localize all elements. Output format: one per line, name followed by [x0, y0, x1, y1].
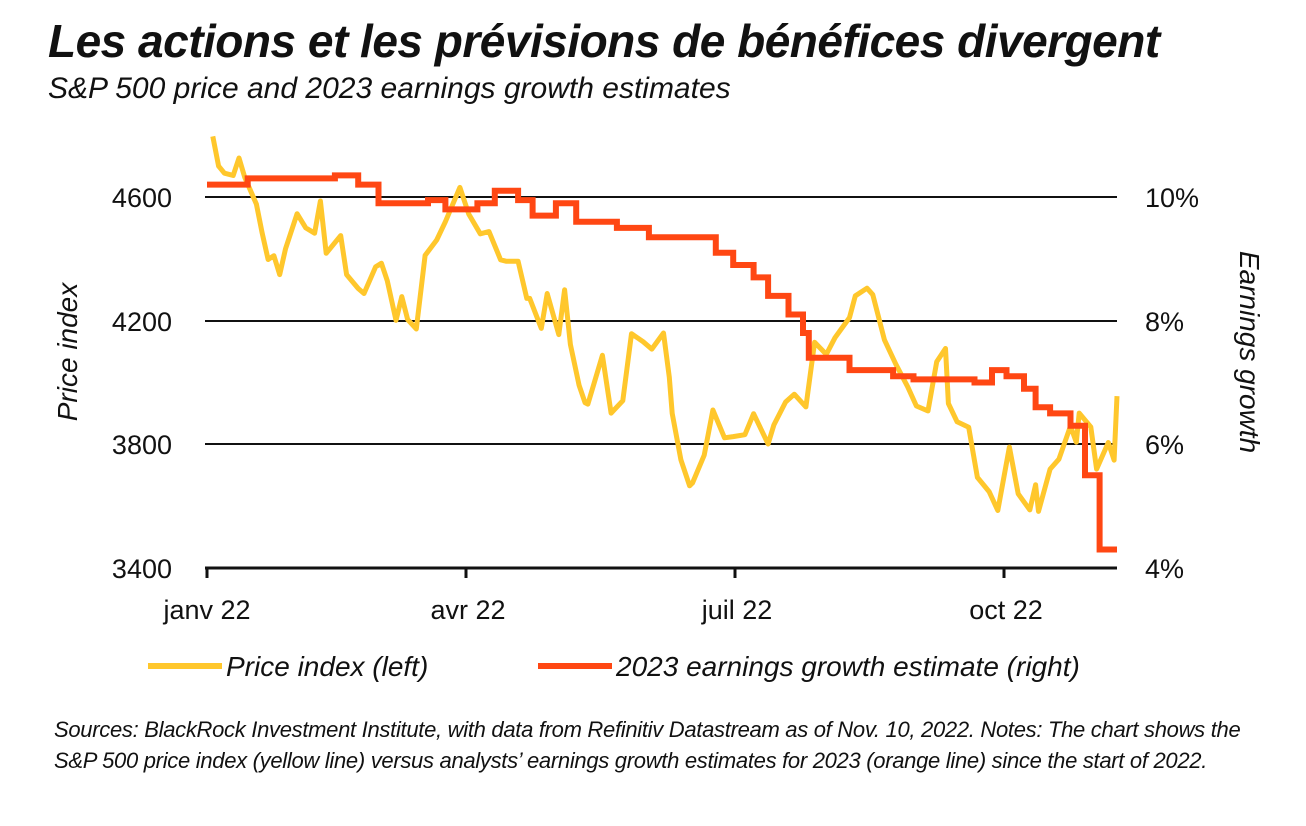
- x-tick-label-oct: oct 22: [969, 595, 1043, 625]
- legend-label-price: Price index (left): [226, 651, 428, 682]
- y-left-tick-3400: 3400: [112, 554, 172, 584]
- sources-note: Sources: BlackRock Investment Institute,…: [54, 717, 1241, 773]
- x-tick-label-juil: juil 22: [701, 595, 773, 625]
- y-right-tick-10: 10%: [1145, 183, 1199, 213]
- legend-label-earnings: 2023 earnings growth estimate (right): [615, 651, 1080, 682]
- chart-svg: janv 22 avr 22 juil 22 oct 22 3400 3800 …: [52, 135, 1265, 682]
- x-tick-label-janv: janv 22: [162, 595, 250, 625]
- y-right-tick-4: 4%: [1145, 554, 1184, 584]
- series-lines: [207, 135, 1120, 553]
- x-axis: janv 22 avr 22 juil 22 oct 22: [162, 566, 1117, 625]
- chart-title: Les actions et les prévisions de bénéfic…: [48, 15, 1160, 67]
- y-left-tick-4200: 4200: [112, 307, 172, 337]
- price-index-line: [210, 135, 1120, 514]
- y-left-tick-4600: 4600: [112, 183, 172, 213]
- chart-subtitle: S&P 500 price and 2023 earnings growth e…: [48, 72, 731, 105]
- y-right-tick-6: 6%: [1145, 430, 1184, 460]
- x-tick-label-avr: avr 22: [430, 595, 505, 625]
- y-axis-left: 3400 3800 4200 4600 Price index: [52, 183, 172, 584]
- y-right-axis-title: Earnings growth: [1234, 251, 1265, 453]
- gridlines: [205, 196, 1117, 445]
- y-axis-right: 4% 6% 8% 10% Earnings growth: [1145, 183, 1265, 584]
- y-left-axis-title: Price index: [52, 282, 83, 422]
- earnings-growth-line: [207, 172, 1117, 553]
- legend: Price index (left) 2023 earnings growth …: [148, 651, 1080, 682]
- y-right-tick-8: 8%: [1145, 307, 1184, 337]
- y-left-tick-3800: 3800: [112, 430, 172, 460]
